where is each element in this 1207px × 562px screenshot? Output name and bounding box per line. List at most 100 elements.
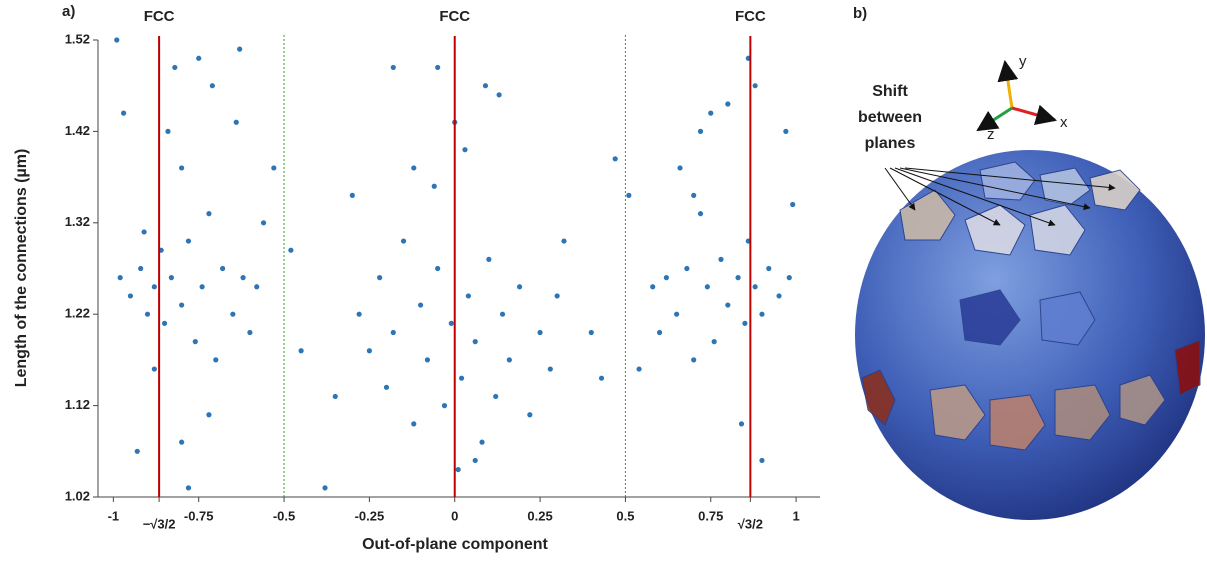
x-tick-label: 1 [792,508,799,523]
point [179,439,185,445]
point [697,211,704,217]
point [783,128,789,134]
point [458,375,465,381]
point [240,275,246,281]
axis-triad [976,59,1058,132]
point [486,256,492,262]
x-axis-title: Out-of-plane component [362,536,548,553]
point [588,329,594,336]
x-tick-label: 0.25 [527,508,552,523]
point [435,64,441,71]
point [247,329,253,336]
point [151,284,157,290]
y-tick-label: 1.32 [65,214,90,229]
point [206,412,212,418]
point [220,265,226,272]
fcc-label: FCC [144,8,175,25]
point [411,421,417,427]
axis-letter: z [987,126,995,143]
point [185,238,192,244]
y-tick-label: 1.22 [65,306,90,321]
x-tick-label: -0.25 [355,508,385,523]
point [127,293,134,299]
point [237,46,243,52]
annotation: Shift [872,83,908,100]
point [482,83,489,89]
point [691,192,697,198]
point [462,147,468,153]
point [472,339,478,345]
x-tick-label: -0.75 [184,508,214,523]
y-axis-title: Length of the connections (µm) [13,149,30,388]
point [332,393,338,400]
point [735,275,741,281]
x-tick-label: 0.5 [616,508,634,523]
point [499,311,506,317]
point [121,110,127,116]
point [179,165,185,171]
point [209,83,215,89]
point [441,403,448,409]
point [134,448,140,454]
y-tick-label: 1.42 [65,123,90,138]
point [165,128,171,134]
fcc-label: FCC [735,8,766,25]
point [711,339,717,345]
annotation-arrows [884,167,1116,227]
point [366,348,372,354]
point [472,457,478,464]
x-tick-label: 0 [451,508,458,523]
x-tick-label: −√3/2 [143,516,176,531]
point [179,302,185,308]
sphere-facets [861,161,1201,451]
point [431,183,437,189]
point [114,37,120,43]
point [138,265,144,272]
point [144,311,151,317]
point [230,311,236,317]
y-tick-label: 1.02 [65,488,90,503]
point [612,156,618,162]
point [448,320,454,326]
point [298,348,304,354]
x-tick-label: -0.5 [273,508,295,523]
point [496,92,502,98]
sphere-panel: b) Shift between planes [853,5,1205,520]
point [704,284,710,290]
point [752,284,758,290]
point [708,110,714,116]
x-tick-label: √3/2 [738,516,763,531]
point [424,357,431,363]
point [554,293,560,299]
point [213,357,219,363]
point [752,83,758,89]
fcc-label: FCC [439,8,470,25]
panel-label: a) [62,3,75,20]
point [786,275,792,281]
point [151,366,157,372]
point [260,220,267,226]
point [356,311,362,317]
point [527,412,533,418]
point [766,265,772,272]
point [656,329,663,336]
point [663,275,669,281]
point [435,265,441,272]
point [288,247,294,253]
y-tick-label: 1.12 [65,397,90,412]
point [196,55,202,61]
annotation: planes [865,135,916,152]
point [691,357,697,363]
point [626,192,632,198]
point [206,211,212,217]
point [684,265,690,272]
point [161,320,168,326]
point [790,201,796,208]
point [516,284,523,290]
point [390,329,396,336]
x-tick-label: -1 [108,508,120,523]
point [417,302,424,308]
point [271,165,277,171]
point [411,165,417,171]
point [479,439,485,445]
